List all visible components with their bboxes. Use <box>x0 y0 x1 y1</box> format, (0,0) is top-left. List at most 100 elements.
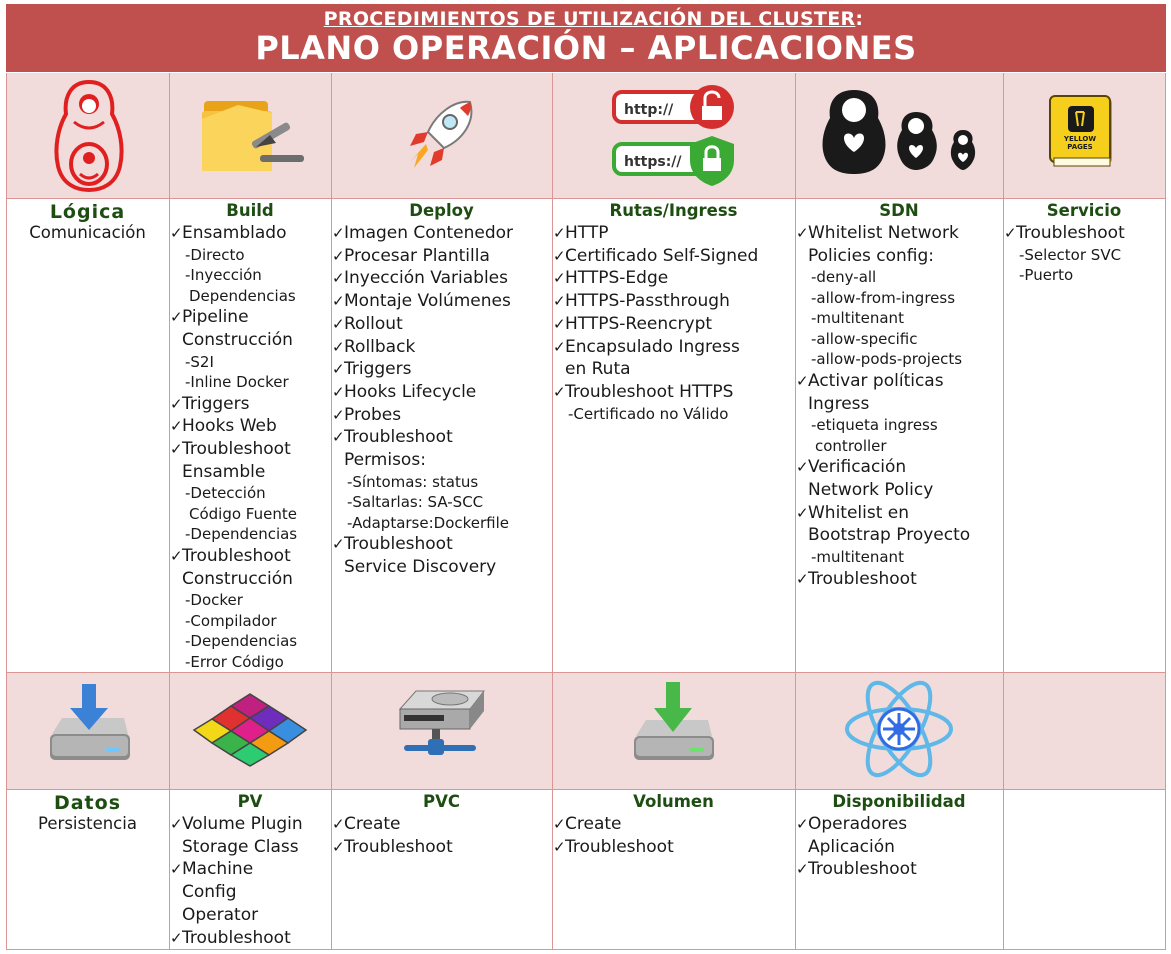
checkmark-icon: ✓ <box>796 569 809 588</box>
checklist-item-text: Troubleshoot <box>182 545 291 566</box>
checkmark-icon: ✓ <box>332 405 345 424</box>
column-title: Deploy <box>409 201 474 220</box>
checklist-item-text: Activar políticas <box>808 370 944 391</box>
checklist-item-text: Whitelist en <box>808 502 910 523</box>
checkmark-icon: ✓ <box>796 815 809 833</box>
checklist-item-text: Triggers <box>182 393 250 414</box>
checklist-item: ✓Troubleshoot <box>332 426 551 449</box>
checklist-subitem: -deny-all <box>811 268 877 287</box>
checklist-subitem: Dependencias <box>189 286 296 305</box>
checklist-item-text: Troubleshoot <box>182 927 291 948</box>
svg-text:YELLOW: YELLOW <box>1063 135 1096 143</box>
checkmark-icon: ✓ <box>553 837 566 856</box>
checkmark-icon: ✓ <box>170 440 183 459</box>
page-header: PROCEDIMIENTOS DE UTILIZACIÓN DEL CLUSTE… <box>6 4 1166 72</box>
checklist-item-text: Troubleshoot <box>565 836 674 857</box>
checklist-item-text: Encapsulado Ingress <box>565 336 740 357</box>
disk-download-green-icon <box>634 682 714 760</box>
checklist-item-text: Hooks Web <box>182 416 277 437</box>
checklist-item-text: Troubleshoot <box>344 534 453 555</box>
column-volumen: Volumen ✓Create ✓Troubleshoot <box>553 791 794 858</box>
checklist-item: ✓Troubleshoot <box>553 836 794 859</box>
column-title: Servicio <box>1046 201 1122 220</box>
checkmark-icon: ✓ <box>332 837 345 856</box>
checklist-subitem: -Saltarlas: SA-SCC <box>347 493 484 512</box>
checklist-item-text: HTTPS-Passthrough <box>565 291 730 312</box>
checklist-item: ✓Whitelist Network <box>796 222 1002 245</box>
page-subtitle: PROCEDIMIENTOS DE UTILIZACIÓN DEL CLUSTE… <box>323 8 856 30</box>
checklist-item-continuation: Policies config: <box>808 245 935 266</box>
icon-band-2 <box>6 672 1166 789</box>
checklist-item: ✓Machine <box>170 858 330 881</box>
checklist-item-text: Procesar Plantilla <box>344 245 490 266</box>
checkmark-icon: ✓ <box>796 458 809 477</box>
checklist-item: ✓Troubleshoot HTTPS <box>553 381 794 404</box>
checklist-item-continuation: Config <box>182 882 237 903</box>
checklist-item: ✓HTTPS-Reencrypt <box>553 313 794 336</box>
checkmark-icon: ✓ <box>796 860 809 879</box>
column-title: PVC <box>423 792 460 811</box>
column-sdn: SDN ✓Whitelist Network Policies config: -de… <box>796 200 1002 590</box>
checklist-subitem: -allow-from-ingress <box>811 288 956 307</box>
checklist-subitem: -Síntomas: status <box>347 472 479 491</box>
grid-line <box>6 73 7 950</box>
checklist-item-text: HTTPS-Edge <box>565 268 669 289</box>
checkmark-icon: ✓ <box>170 860 183 879</box>
checkmark-icon: ✓ <box>170 417 183 436</box>
checklist-item: ✓HTTPS-Passthrough <box>553 290 794 313</box>
checklist-item-text: Create <box>565 814 622 834</box>
checkmark-icon: ✓ <box>796 503 809 522</box>
section-subtitle: Persistencia <box>38 814 137 833</box>
checkmark-icon: ✓ <box>170 546 183 565</box>
checkmark-icon: ✓ <box>332 815 345 833</box>
grid-line <box>795 73 796 950</box>
checklist-item-continuation: Bootstrap Proyecto <box>808 525 971 546</box>
checklist-item: ✓Inyección Variables <box>332 267 551 290</box>
checkmark-icon: ✓ <box>1004 224 1017 242</box>
checklist-item-text: Troubleshoot <box>344 427 453 448</box>
section-subtitle: Comunicación <box>29 223 146 242</box>
checklist-item-text: Rollback <box>344 336 416 357</box>
checklist-item: ✓Troubleshoot <box>170 438 330 461</box>
svg-text:http://: http:// <box>624 102 674 118</box>
folder-tools-icon <box>202 101 304 171</box>
column-title: Rutas/Ingress <box>609 201 738 220</box>
checklist-subitem: -Certificado no Válido <box>568 404 729 423</box>
checkmark-icon: ✓ <box>170 224 183 242</box>
checklist-subitem: -Docker <box>185 591 243 610</box>
checklist-item: ✓Troubleshoot <box>332 836 551 859</box>
column-title: Build <box>226 201 274 220</box>
checkmark-icon: ✓ <box>332 246 345 265</box>
checklist-item-text: Troubleshoot <box>1016 223 1125 243</box>
checklist-subitem: controller <box>815 436 887 455</box>
checklist-item-text: Create <box>344 814 401 834</box>
icon-band-1 <box>6 73 1166 198</box>
checklist-subitem: -S2I <box>185 352 214 371</box>
checklist-item: ✓Verificación <box>796 456 1002 479</box>
checklist-item-continuation: Service Discovery <box>344 556 497 577</box>
checklist-subitem: -etiqueta ingress <box>811 416 938 435</box>
svg-text:PAGES: PAGES <box>1067 143 1092 151</box>
checklist-item: ✓Rollback <box>332 336 551 359</box>
checkmark-icon: ✓ <box>332 337 345 356</box>
page-title: PLANO OPERACIÓN – APLICACIONES <box>255 28 917 67</box>
checklist-item: ✓Certificado Self-Signed <box>553 245 794 268</box>
grid-line <box>169 73 170 950</box>
checkmark-icon: ✓ <box>332 382 345 401</box>
checkmark-icon: ✓ <box>332 360 345 379</box>
checklist-subitem: -Directo <box>185 245 245 264</box>
checkmark-icon: ✓ <box>553 337 566 356</box>
checklist-item-text: Troubleshoot HTTPS <box>565 381 734 402</box>
checkmark-icon: ✓ <box>796 224 809 242</box>
checklist-item-text: Montaje Volúmenes <box>344 291 511 312</box>
kubernetes-atom-icon <box>845 680 953 778</box>
column-title: Disponibilidad <box>832 792 966 811</box>
subtitle-colon: : <box>855 8 864 30</box>
checklist-item: ✓Probes <box>332 404 551 427</box>
grid-line <box>6 789 1166 790</box>
disk-download-icon <box>50 684 130 760</box>
color-grid-icon <box>192 693 308 767</box>
grid-line <box>6 672 1166 673</box>
grid-line <box>331 73 332 950</box>
checklist-subitem: -Dependencias <box>185 525 298 544</box>
